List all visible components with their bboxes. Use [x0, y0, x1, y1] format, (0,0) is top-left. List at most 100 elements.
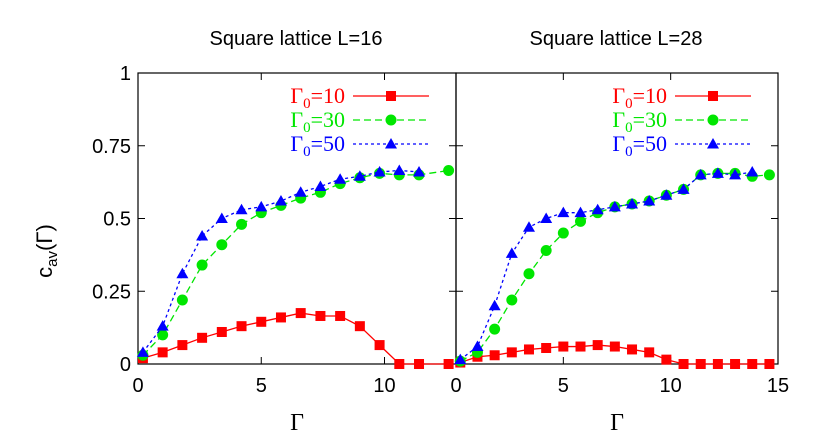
- data-point: [488, 299, 501, 311]
- legend-label: Γ0=50: [612, 131, 667, 160]
- legend-label: Γ0=50: [290, 131, 345, 160]
- data-point: [489, 323, 501, 335]
- data-point: [541, 342, 552, 353]
- legend-entry: Γ0=10: [290, 83, 429, 112]
- data-point: [489, 350, 500, 361]
- data-point: [157, 347, 168, 358]
- data-point: [176, 294, 188, 306]
- legend-label-sub: 0: [625, 144, 633, 160]
- x-tick-label: 0: [132, 375, 143, 397]
- data-point: [677, 183, 690, 194]
- legend-entry: Γ0=50: [290, 131, 429, 160]
- x-tick-label: 10: [660, 375, 682, 397]
- data-point: [746, 165, 759, 177]
- svg-text:cav(Γ): cav(Γ): [32, 224, 61, 278]
- data-point: [661, 354, 672, 365]
- data-point: [523, 268, 535, 280]
- data-point: [176, 267, 189, 279]
- legend-label: Γ0=30: [612, 107, 667, 136]
- data-point: [156, 320, 169, 331]
- y-tick-label: 1: [120, 63, 131, 85]
- data-point: [695, 359, 706, 369]
- x-tick-label: 5: [558, 375, 569, 397]
- data-point: [314, 180, 327, 191]
- legend-label-sub: 0: [625, 120, 633, 136]
- data-point: [295, 308, 306, 319]
- series-gamma0-030: [454, 167, 775, 367]
- legend-label-rest: =30: [633, 107, 667, 132]
- legend-label-main: Γ: [612, 107, 625, 132]
- series-gamma0-010: [137, 308, 454, 369]
- legend-label: Γ0=30: [290, 107, 345, 136]
- data-point: [712, 359, 723, 369]
- legend-label-sub: 0: [625, 96, 633, 112]
- data-point: [764, 359, 775, 369]
- series-line: [142, 169, 420, 353]
- data-point: [575, 215, 587, 227]
- data-point: [196, 259, 208, 271]
- data-point: [763, 169, 775, 181]
- data-point: [393, 164, 406, 175]
- legend-entry: Γ0=10: [612, 83, 751, 112]
- legend-marker: [707, 114, 719, 126]
- legend-label: Γ0=10: [612, 83, 667, 112]
- legend-label: Γ0=10: [290, 83, 345, 112]
- chart-title: Square lattice L=28: [530, 28, 703, 50]
- x-axis-label: Γ: [290, 410, 304, 436]
- data-point: [523, 344, 534, 355]
- data-point: [678, 359, 689, 369]
- legend-marker: [385, 138, 397, 149]
- y-axis-label-main: c: [32, 267, 57, 278]
- data-point: [627, 344, 638, 355]
- data-point: [729, 168, 742, 180]
- data-point: [747, 359, 758, 369]
- legend-label-rest: =10: [311, 83, 345, 108]
- data-point: [443, 359, 454, 369]
- data-point: [609, 341, 620, 352]
- data-point: [694, 168, 707, 180]
- x-axis-label: Γ: [610, 410, 624, 436]
- y-tick-label: 0.75: [92, 136, 131, 158]
- legend-entry: Γ0=30: [612, 107, 751, 136]
- y-tick-label: 0.25: [92, 281, 131, 303]
- legend-marker: [385, 114, 397, 126]
- legend-entry: Γ0=50: [612, 131, 751, 160]
- data-point: [215, 212, 228, 223]
- data-point: [711, 167, 724, 178]
- data-point: [506, 294, 518, 306]
- legend-label-sub: 0: [303, 120, 311, 136]
- data-point: [256, 316, 267, 327]
- data-point: [414, 359, 425, 369]
- chart-title: Square lattice L=16: [210, 28, 383, 50]
- legend-marker: [707, 138, 719, 149]
- data-point: [575, 341, 586, 352]
- data-point: [315, 310, 326, 321]
- legend-marker: [386, 91, 396, 101]
- data-point: [334, 173, 347, 184]
- data-point: [540, 212, 553, 223]
- data-point: [522, 221, 535, 232]
- data-point: [644, 347, 655, 358]
- data-point: [471, 340, 484, 352]
- data-point: [136, 346, 149, 357]
- panel-l16: Square lattice L=160 5 1000.250.50.751ΓΓ0=…: [92, 28, 457, 436]
- series-gamma0-050: [136, 164, 426, 357]
- data-point: [505, 247, 518, 258]
- data-point: [394, 359, 405, 369]
- data-point: [574, 206, 587, 218]
- y-tick-label: 0: [120, 354, 131, 376]
- data-point: [626, 197, 639, 209]
- legend-marker: [708, 91, 718, 101]
- legend-label-main: Γ: [290, 131, 303, 156]
- y-tick-label: 0.5: [103, 209, 131, 231]
- legend-label-main: Γ: [612, 83, 625, 108]
- data-point: [255, 200, 268, 212]
- data-point: [540, 245, 552, 257]
- data-point: [236, 321, 247, 332]
- data-point: [216, 239, 228, 251]
- legend-label-rest: =50: [633, 131, 667, 156]
- data-point: [373, 165, 386, 177]
- data-point: [506, 347, 517, 358]
- series-gamma0-050: [454, 165, 759, 365]
- data-point: [413, 165, 426, 177]
